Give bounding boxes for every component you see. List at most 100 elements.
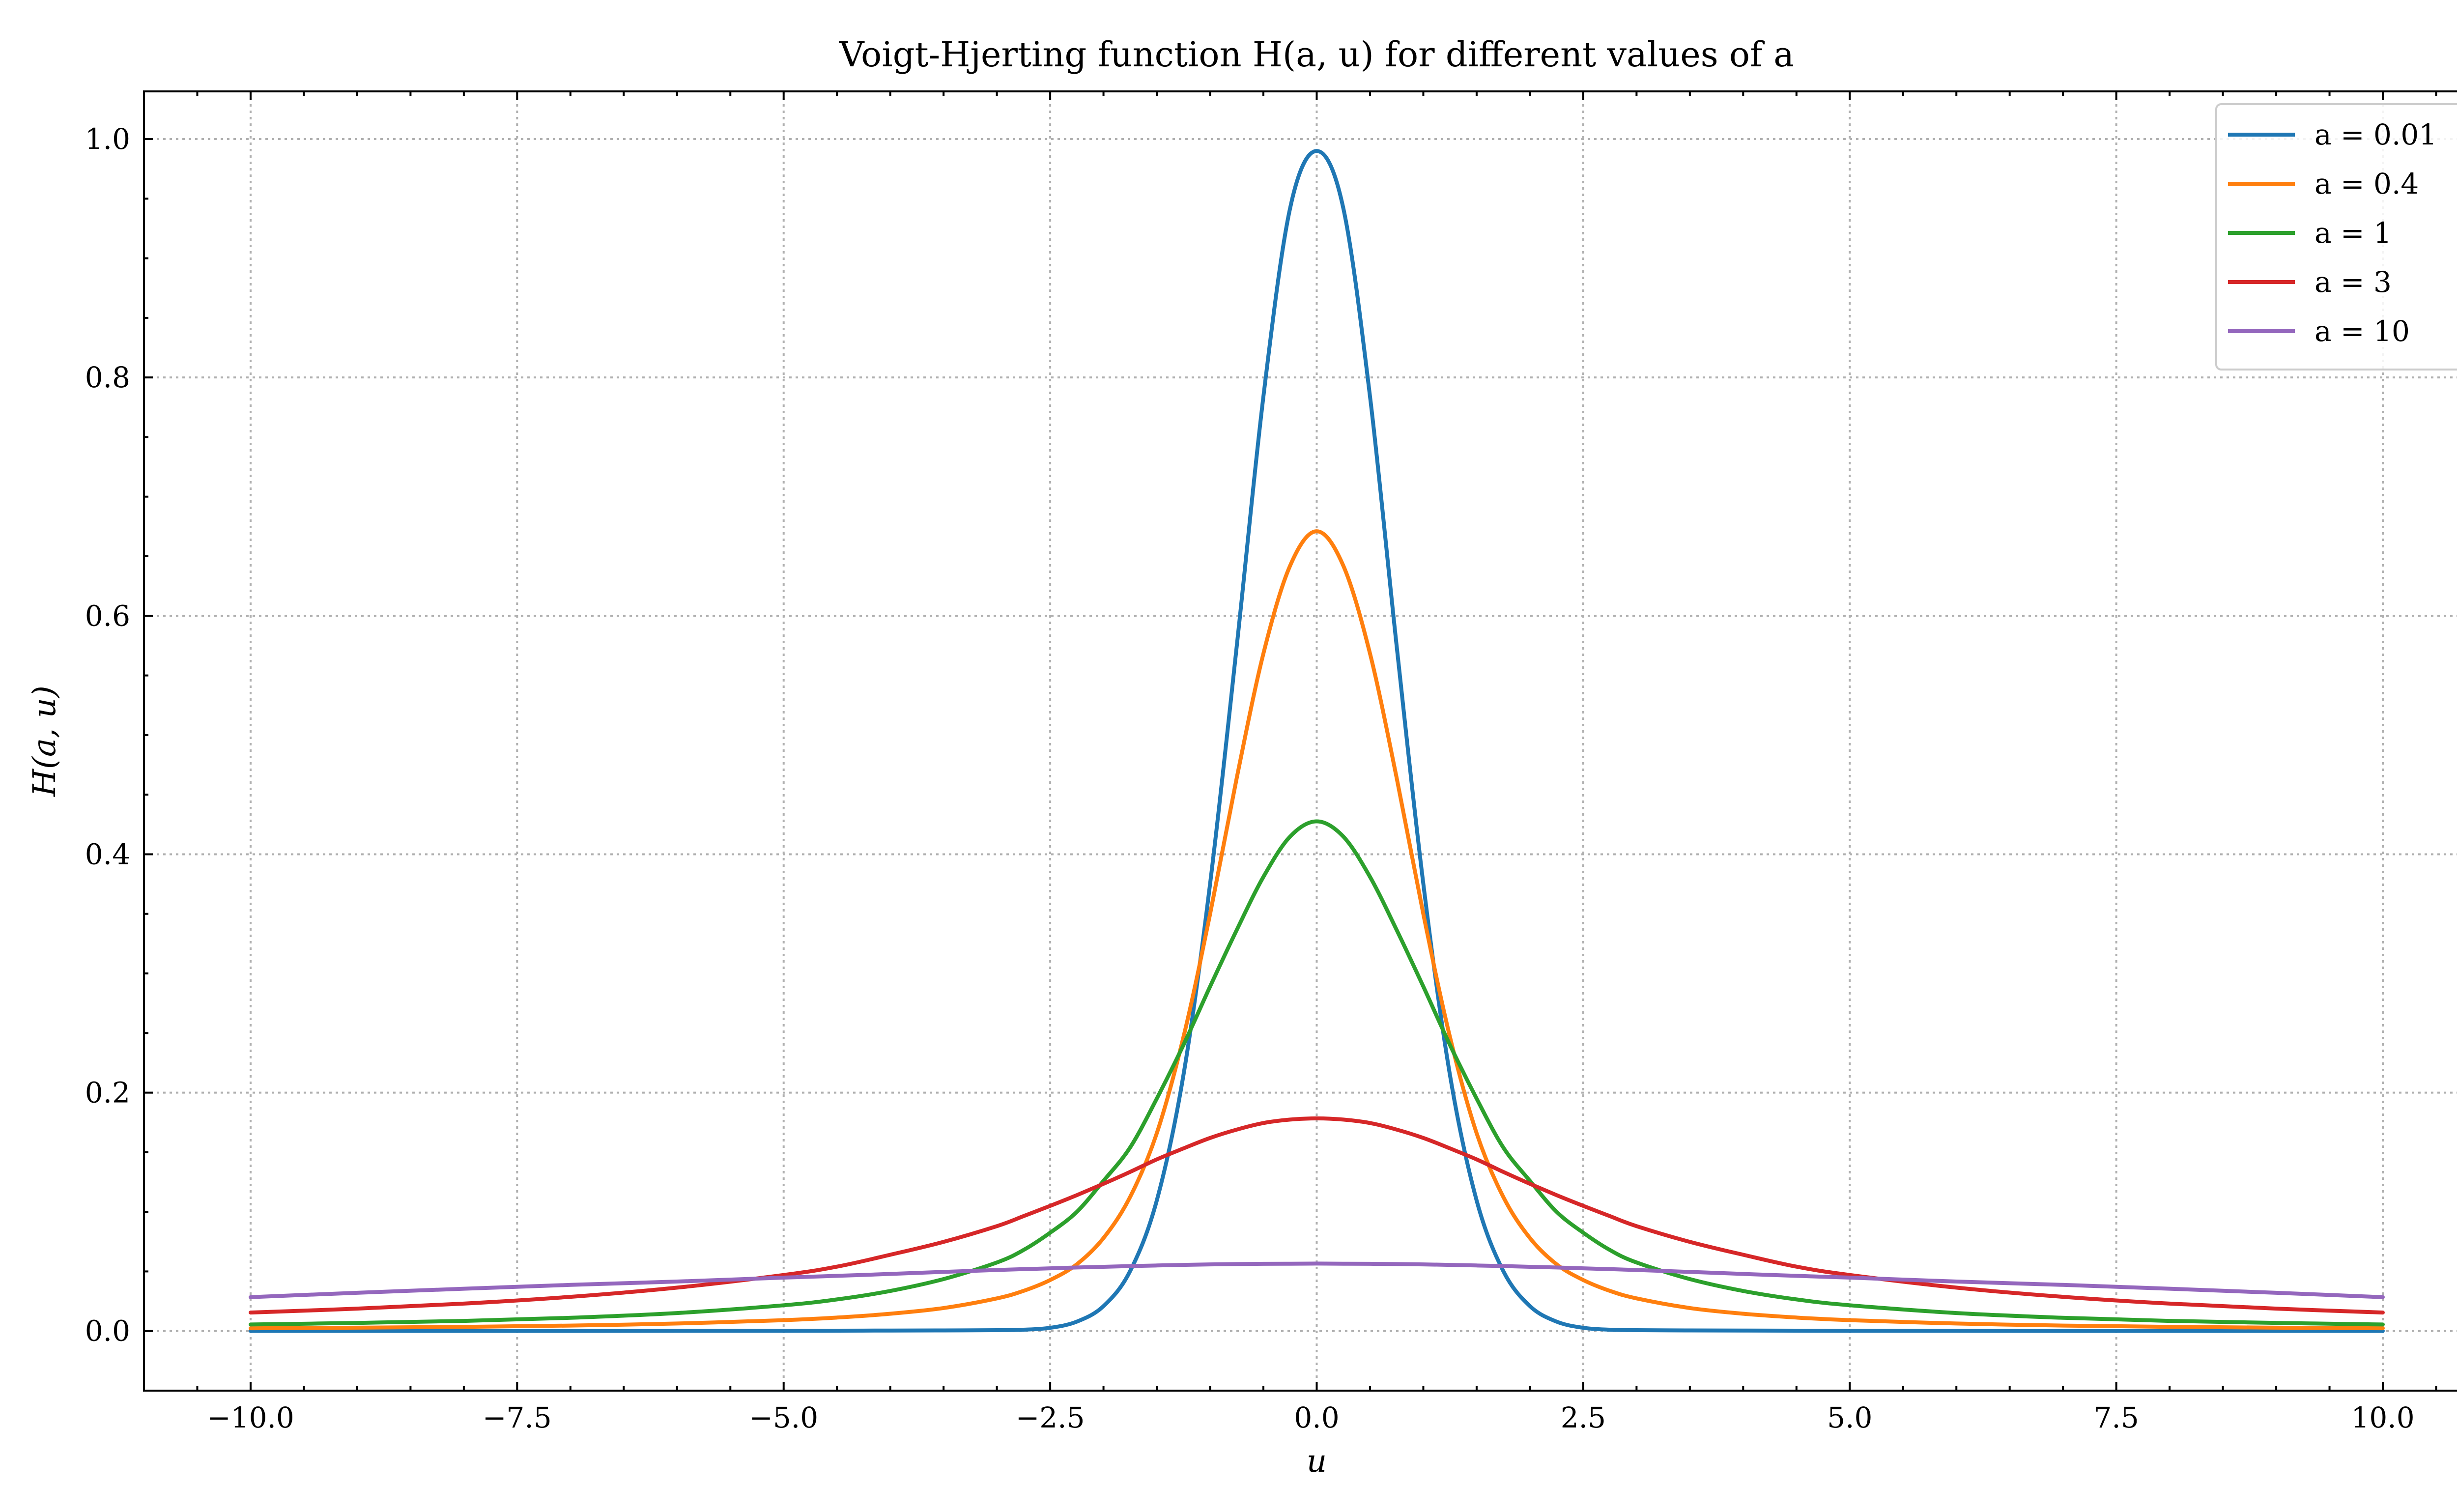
series-line-3 <box>249 1116 2385 1315</box>
data-point <box>2061 1316 2064 1319</box>
data-point <box>1288 835 1291 838</box>
data-point <box>569 1330 572 1333</box>
data-point <box>782 1329 785 1332</box>
data-point <box>1475 1199 1478 1202</box>
data-point <box>1288 207 1291 210</box>
data-point <box>356 1291 359 1294</box>
data-point <box>942 1278 945 1281</box>
data-point <box>1422 1263 1425 1266</box>
data-point <box>889 1329 892 1332</box>
data-point <box>782 1304 785 1307</box>
data-point <box>1315 1117 1318 1120</box>
data-point <box>1369 876 1371 879</box>
data-point <box>1848 1276 1851 1279</box>
data-point <box>2381 1311 2384 1314</box>
data-point <box>1422 985 1425 988</box>
data-point <box>1449 1147 1452 1150</box>
data-point <box>1688 1329 1691 1332</box>
x-tick-label: 7.5 <box>2094 1401 2139 1434</box>
data-point <box>1315 530 1318 533</box>
data-point <box>1475 1158 1478 1161</box>
data-point <box>1635 1225 1638 1227</box>
data-point <box>1182 1074 1185 1077</box>
data-point <box>1742 1254 1744 1256</box>
data-point <box>1395 1128 1398 1131</box>
x-tick-label: 0.0 <box>1294 1401 1339 1434</box>
data-point <box>1155 1264 1158 1267</box>
data-point <box>462 1302 465 1305</box>
data-point <box>1795 1329 1798 1332</box>
data-point <box>1235 776 1238 779</box>
data-point <box>1475 1097 1478 1100</box>
data-point <box>1395 776 1398 779</box>
data-point <box>996 1329 999 1332</box>
series-line-1 <box>249 529 2385 1331</box>
data-point <box>1342 1118 1345 1121</box>
data-point <box>1688 1270 1691 1273</box>
data-point <box>1449 1044 1452 1047</box>
data-point <box>1049 1279 1052 1282</box>
data-point <box>1102 1305 1105 1308</box>
legend: a = 0.01 a = 0.4 a = 1 a = 3 a = 10 <box>2215 103 2457 371</box>
data-point <box>1262 1262 1265 1265</box>
data-point <box>1235 645 1238 648</box>
data-point <box>1022 1289 1025 1292</box>
x-tick-label: −2.5 <box>1016 1401 1085 1434</box>
x-tick-label: −5.0 <box>749 1401 818 1434</box>
data-point <box>1688 1240 1691 1243</box>
data-point <box>1422 1137 1425 1140</box>
series-line-2 <box>249 819 2385 1327</box>
data-point <box>889 1273 892 1276</box>
data-point <box>2381 1296 2384 1299</box>
data-point <box>2381 1327 2384 1330</box>
data-point <box>2168 1302 2171 1305</box>
chart-title: Voigt-Hjerting function H(a, u) for diff… <box>839 34 1794 75</box>
data-point <box>676 1286 679 1289</box>
data-point <box>1582 1326 1585 1329</box>
data-point <box>1288 1262 1291 1265</box>
data-point <box>889 1312 892 1315</box>
y-axis-title: H(a, u) <box>27 685 63 797</box>
data-point <box>1182 1036 1185 1039</box>
data-point <box>1235 929 1238 932</box>
data-point <box>462 1287 465 1290</box>
data-point <box>1742 1312 1744 1315</box>
data-point <box>1315 820 1318 823</box>
data-point <box>1742 1329 1744 1332</box>
data-point <box>1449 1036 1452 1039</box>
data-point <box>1449 1263 1452 1266</box>
data-point <box>996 1269 999 1272</box>
data-point <box>1369 1121 1371 1124</box>
data-point <box>1502 1146 1505 1149</box>
data-point <box>835 1274 838 1277</box>
data-point <box>1235 1262 1238 1265</box>
data-point <box>1955 1286 1958 1289</box>
data-point <box>1848 1304 1851 1307</box>
data-point <box>1582 1204 1585 1207</box>
data-point <box>462 1330 465 1333</box>
data-point <box>1262 395 1265 398</box>
data-point <box>1235 1128 1238 1131</box>
series-line-0 <box>249 149 2385 1333</box>
data-point <box>1022 1328 1025 1331</box>
data-point <box>1182 1044 1185 1047</box>
data-point <box>1475 1132 1478 1135</box>
data-point <box>1155 1199 1158 1202</box>
data-point <box>1129 1170 1132 1173</box>
data-point <box>356 1307 359 1310</box>
data-point <box>1555 1263 1558 1266</box>
data-point <box>1022 1215 1025 1218</box>
data-point <box>1742 1289 1744 1292</box>
data-point <box>835 1329 838 1332</box>
legend-label: a = 3 <box>2314 265 2392 299</box>
data-point <box>1288 1118 1291 1121</box>
data-point <box>1502 1170 1505 1173</box>
data-point <box>835 1316 838 1319</box>
data-point <box>1582 1267 1585 1270</box>
data-point <box>1635 1297 1638 1300</box>
data-point <box>2061 1330 2064 1333</box>
data-point <box>1288 564 1291 567</box>
data-point <box>1049 1267 1052 1270</box>
data-point <box>2061 1284 2064 1286</box>
